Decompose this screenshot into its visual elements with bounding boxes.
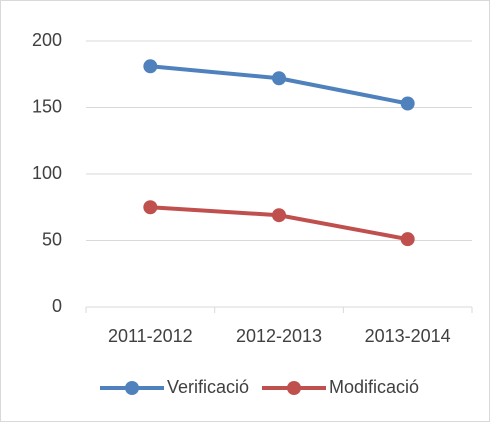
- point: [143, 200, 158, 215]
- point: [400, 96, 415, 111]
- point: [272, 71, 286, 86]
- x-tick-label: 2012-2013: [236, 326, 322, 346]
- y-tick-label: 50: [42, 229, 62, 249]
- y-tick-label: 0: [52, 296, 62, 316]
- legend-marker: [125, 381, 139, 395]
- point: [400, 232, 415, 247]
- legend-marker: [287, 381, 301, 395]
- y-tick-label: 150: [32, 96, 62, 116]
- legend-label: Verificació: [167, 377, 249, 397]
- x-tick-label: 2013-2014: [365, 326, 451, 346]
- point: [272, 208, 286, 223]
- x-tick-label: 2011-2012: [108, 326, 193, 346]
- legend-label: Modificació: [329, 377, 419, 397]
- y-tick-label: 200: [32, 30, 62, 50]
- point: [143, 59, 158, 74]
- y-tick-label: 100: [32, 163, 62, 183]
